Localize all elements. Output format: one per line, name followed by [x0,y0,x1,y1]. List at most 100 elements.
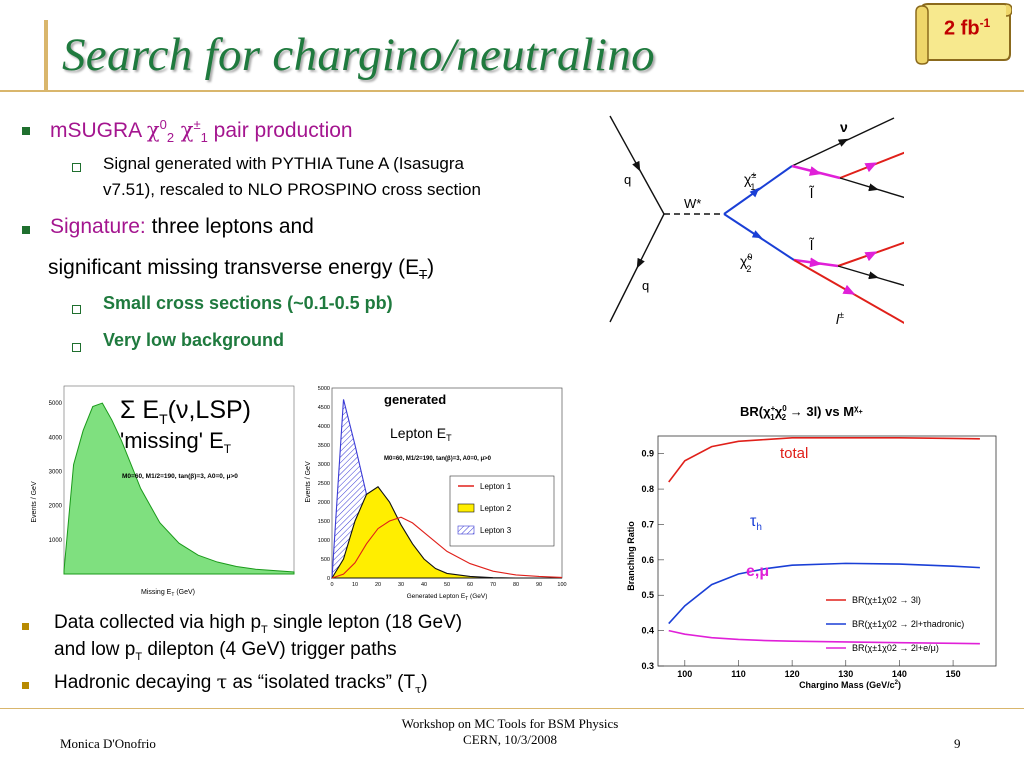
lepton-et-yticks: 0 500 1000 1500 2000 2500 3000 3500 4000 4500 5000 [318,386,330,582]
bullet-text: mSUGRA [50,119,147,142]
series-lepton2 [331,486,562,579]
lepton-label-3: l± [836,310,844,327]
plot2-ytick: 4000 [318,424,330,430]
plot2-xtick: 10 [352,582,358,588]
plot2-ytick: 5000 [318,386,330,392]
neutralino2-line [723,213,795,261]
plot2-xtick: 100 [557,582,566,588]
plot2-xtick: 40 [421,582,427,588]
plot1-ytick: 2000 [49,504,63,510]
series-2l-tau [668,562,980,625]
chi-symbol: χ [146,118,160,142]
plot3-xtick: 100 [677,669,692,679]
plot2-xtick: 30 [398,582,404,588]
bullet-signature-line2: significant missing transverse energy (E… [48,256,434,282]
bullet-text: three leptons and [145,215,314,238]
plot3-ytick: 0.9 [641,449,654,459]
plot2-ylabel: Events / GeV [305,461,312,503]
plot2-ytick: 4500 [318,405,330,411]
neutralino1-line-b [837,265,904,287]
neutrino-label: ν [840,119,848,135]
quark-label-top: q [624,172,631,187]
lepton-et-xticks: 0 10 20 30 40 50 60 70 80 90 100 [330,582,566,588]
neutralino2-label: χ̃0 2 [740,252,752,274]
plot3-xlabel: Chargino Mass (GeV/c2) [799,680,901,690]
plot1-ylabel: Events / GeV [31,481,38,523]
sub-bullet-marker [72,343,81,352]
bullet-marker [22,127,30,135]
plot3-xtick: 110 [731,669,746,679]
plot2-ytick: 1000 [318,538,330,544]
plot2-xtick: 60 [467,582,473,588]
plot1-ytick: 4000 [49,435,63,441]
title-underline [0,90,1024,92]
sub-bullet-signal-line1: Signal generated with PYTHIA Tune A (Isa… [103,154,464,173]
slepton-label-top: l̃ [808,184,814,201]
plot3-ytick: 0.6 [641,555,654,565]
plot3-ytick: 0.7 [641,519,654,529]
luminosity-badge: 2 fb-1 [914,2,1013,66]
plot1-params: M0=60, M1/2=190, tan(β)=3, A0=0, μ>0 [122,473,238,480]
sub-bullet-marker [72,305,81,314]
missing-et-yticks: 1000 2000 3000 4000 5000 [49,401,63,544]
series-3l [668,436,980,483]
signature-label: Signature: [50,215,146,238]
bullet-data-collected-line2: and low pT dilepton (4 GeV) trigger path… [54,639,397,663]
quark-line-bottom [609,213,665,323]
sub: 1 [200,130,208,146]
sup: 0 [159,117,167,132]
sub-bullet-signal-line2: v7.51), rescaled to NLO PROSPINO cross s… [103,180,481,199]
plot1-ytick: 5000 [49,401,63,407]
bullet-marker [22,623,29,630]
bullet-marker [22,682,29,689]
legend-3l: BR(χ±1χ02 → 3l) [852,595,921,605]
plot3-ytick: 0.3 [641,661,654,671]
footer-page-number: 9 [954,736,961,751]
legend-lepton1: Lepton 1 [480,482,512,491]
footer-event: Workshop on MC Tools for BSM Physics CER… [340,716,680,748]
slide-title: Search for chargino/neutralino [62,29,655,81]
footer-author: Monica D'Onofrio [60,736,156,751]
plot2-xtick: 0 [330,582,333,588]
plot2-ytick: 2000 [318,500,330,506]
plot1-big-label-1: Σ ET(ν,LSP) [120,396,251,427]
plot2-ytick: 3000 [318,462,330,468]
bullet-signature: Signature: three leptons and [50,215,314,239]
series-2l-emu [668,629,980,645]
plot1-big-label-2: 'missing' ET [120,428,232,456]
legend-2l-emu: BR(χ±1χ02 → 2l+e/μ) [852,643,939,653]
plot2-ytick: 0 [327,576,330,582]
legend-swatch-lepton2 [457,503,475,513]
plot2-ytick: 3500 [318,443,330,449]
bullet-text: pair production [207,119,353,142]
plot2-ytick: 1500 [318,519,330,525]
plot3-series [668,436,980,645]
plot3-ticks: 0.3 0.4 0.5 0.6 0.7 0.8 0.9 100 110 120 130 140 150 [641,449,960,679]
plot1-xlabel: Missing ET (GeV) [141,589,195,598]
plot2-xtick: 70 [490,582,496,588]
plot3-ytick: 0.8 [641,484,654,494]
plot3-xtick: 150 [946,669,961,679]
bullet-hadronic-tau: Hadronic decaying τ as “isolated tracks”… [54,671,428,696]
plot3-ylabel: Branching Ratio [626,521,636,591]
chargino-line [723,165,793,215]
lepton-et-plot: 0500100015002000250030003500400045005000… [302,382,572,602]
feynman-diagram: q q W* ν χ̃±1 χ̃02 l̃ l̃ l± χ̃01 l± χ̃01… [609,115,904,327]
plot2-tag: generated [384,392,446,407]
bullet-msugra: mSUGRA χ02 χ±1 pair production [50,117,353,145]
legend-lepton3: Lepton 3 [480,526,512,535]
plot2-xtick: 90 [536,582,542,588]
chargino-label: χ̃± 1 [744,170,756,192]
slepton-label-bottom: l̃ [808,236,814,253]
plot2-params: M0=60, M1/2=190, tan(β)=3, A0=0, μ>0 [384,456,492,462]
footer-rule [0,708,1024,709]
sub-bullet-background: Very low background [103,330,285,350]
plot2-xtick: 50 [444,582,450,588]
label-e-mu: e,μ [746,563,769,580]
plot2-xtick: 20 [375,582,381,588]
bullet-text: significant missing transverse energy (E [48,256,420,279]
lumi-value: 2 fb [944,17,980,40]
label-tau-h: τh [750,513,762,533]
bullet-marker [22,226,30,234]
lumi-exponent: -1 [979,16,991,30]
